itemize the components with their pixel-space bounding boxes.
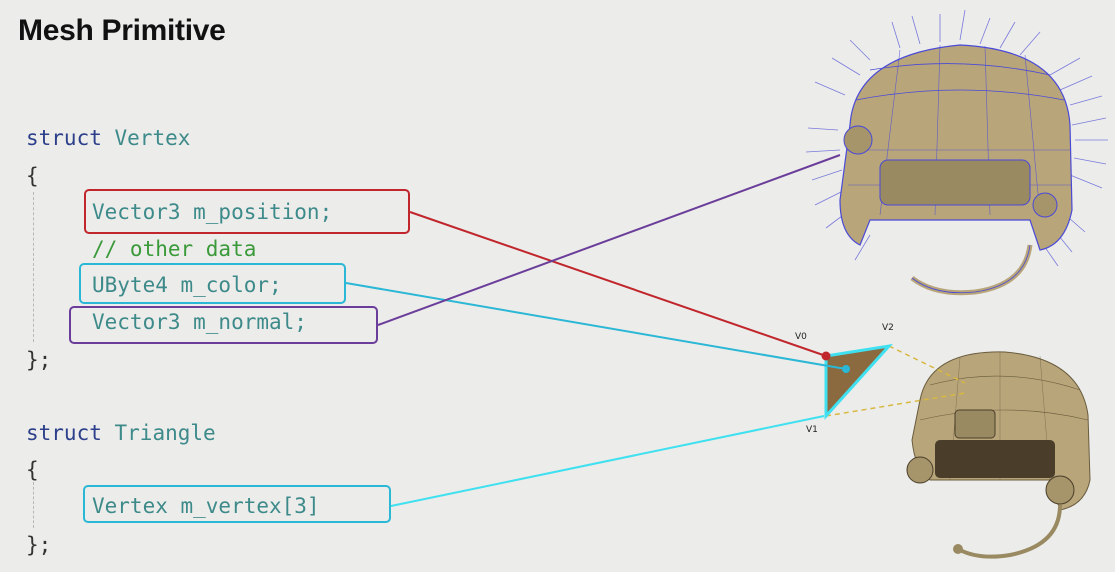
position-highlight-box [84,189,410,234]
v0-label: V0 [795,332,807,342]
slide-title: Mesh Primitive [18,14,226,47]
v2-label: V2 [882,323,894,333]
v1-label: V1 [806,425,818,435]
triangle-to-mesh-links [825,345,966,417]
other-data-comment: // other data [92,237,257,261]
vertices-highlight-box [83,485,391,523]
vertex-open-brace: { [26,164,39,188]
vertex-struct-name: Vertex [114,126,191,150]
triangle-close-brace: }; [26,533,52,557]
position-endpoint-dot [821,351,831,361]
vertex-struct-keyword: struct [26,126,102,150]
triangle-struct-name: Triangle [114,421,216,445]
vertex-struct-header: struct Vertex [26,128,190,149]
triangle-indent-guide [33,482,34,528]
vertex-indent-guide [33,192,34,342]
vertex-close-brace: }; [26,348,52,372]
helmet-shaded-icon [906,351,1091,559]
triangle-struct-header: struct Triangle [26,423,216,444]
normal-highlight-box [69,306,378,344]
normal-connector [377,154,841,326]
color-endpoint-dot [842,365,850,373]
vertices-connector [390,415,825,507]
color-highlight-box [79,263,346,304]
position-field: Vector3 m_position; [92,200,333,224]
helmet-wireframe-icon [805,9,1108,296]
triangle-struct-keyword: struct [26,421,102,445]
color-field: UByte4 m_color; [92,273,282,297]
normal-field: Vector3 m_normal; [92,310,307,334]
triangle-open-brace: { [26,458,39,482]
position-connector [409,211,827,357]
triangle-icon [824,343,893,420]
vertices-field-text: Vertex m_vertex[3] [92,494,320,518]
vertices-field: Vertex m_vertex[3] [92,496,320,517]
color-connector [345,282,847,370]
